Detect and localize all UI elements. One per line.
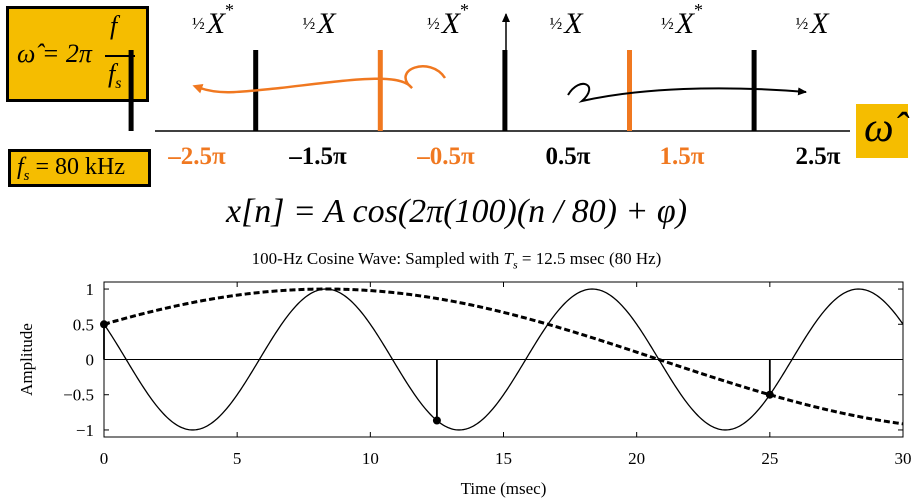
x-tick-label: 0 [100, 449, 109, 468]
y-tick-label: −1 [76, 421, 94, 440]
freq-label: –2.5π [168, 143, 226, 170]
aliased-wave-dashed [103, 287, 904, 426]
x-tick-label: 25 [761, 449, 778, 468]
freq-label: –0.5π [417, 143, 475, 170]
x-tick-label: 5 [233, 449, 242, 468]
sample-point [765, 390, 774, 399]
x-axis-label: Time (msec) [461, 479, 547, 498]
aliasing-arrow-orange [192, 65, 447, 94]
omega-axis-label-box: ω̂ [856, 104, 908, 158]
spectrum-diagram [128, 13, 850, 132]
plot-title: 100-Hz Cosine Wave: Sampled with Ts = 12… [251, 249, 662, 272]
formula-numerator: f [110, 11, 118, 40]
y-tick-label: 0.5 [73, 315, 94, 334]
y-tick-label: 1 [86, 280, 95, 299]
component-label: ½X [302, 7, 336, 40]
sample-point [432, 416, 441, 425]
y-tick-label: −0.5 [63, 386, 94, 405]
component-label: ½X [549, 7, 583, 40]
component-label: ½X [795, 7, 829, 40]
freq-label: –1.5π [289, 143, 347, 170]
frequency-formula-box: ω̂ = 2π f fs [6, 6, 149, 102]
signal-equation: x[n] = A cos(2π(100)(n / 80) + φ) [225, 193, 688, 230]
fs-symbol-sub: s [23, 167, 30, 184]
x-tick-label: 10 [362, 449, 379, 468]
formula-denominator-sub: s [115, 75, 122, 93]
sample-point [100, 320, 108, 329]
x-tick-label: 30 [895, 449, 912, 468]
formula-denominator: f [108, 59, 116, 88]
formula-equals-2pi: = 2π [41, 39, 92, 68]
y-tick-label: 0 [86, 351, 95, 370]
freq-label: 1.5π [659, 143, 705, 170]
x-tick-label: 20 [628, 449, 645, 468]
aliasing-arrow-black [567, 83, 807, 103]
omega-hat-symbol: ω̂ [17, 39, 36, 68]
component-label: ½X* [660, 0, 704, 40]
fs-symbol: f [17, 154, 24, 180]
component-label: ½X* [426, 0, 470, 40]
fs-value: = 80 kHz [35, 154, 126, 180]
fraction-bar [105, 55, 135, 57]
y-axis-label: Amplitude [17, 323, 36, 396]
component-label: ½X* [191, 0, 235, 40]
freq-label: 0.5π [545, 143, 591, 170]
freq-label: 2.5π [795, 143, 841, 170]
sampling-rate-box: fs = 80 kHz [8, 149, 151, 187]
omega-axis-symbol: ω̂ [864, 105, 894, 151]
x-tick-label: 15 [495, 449, 512, 468]
